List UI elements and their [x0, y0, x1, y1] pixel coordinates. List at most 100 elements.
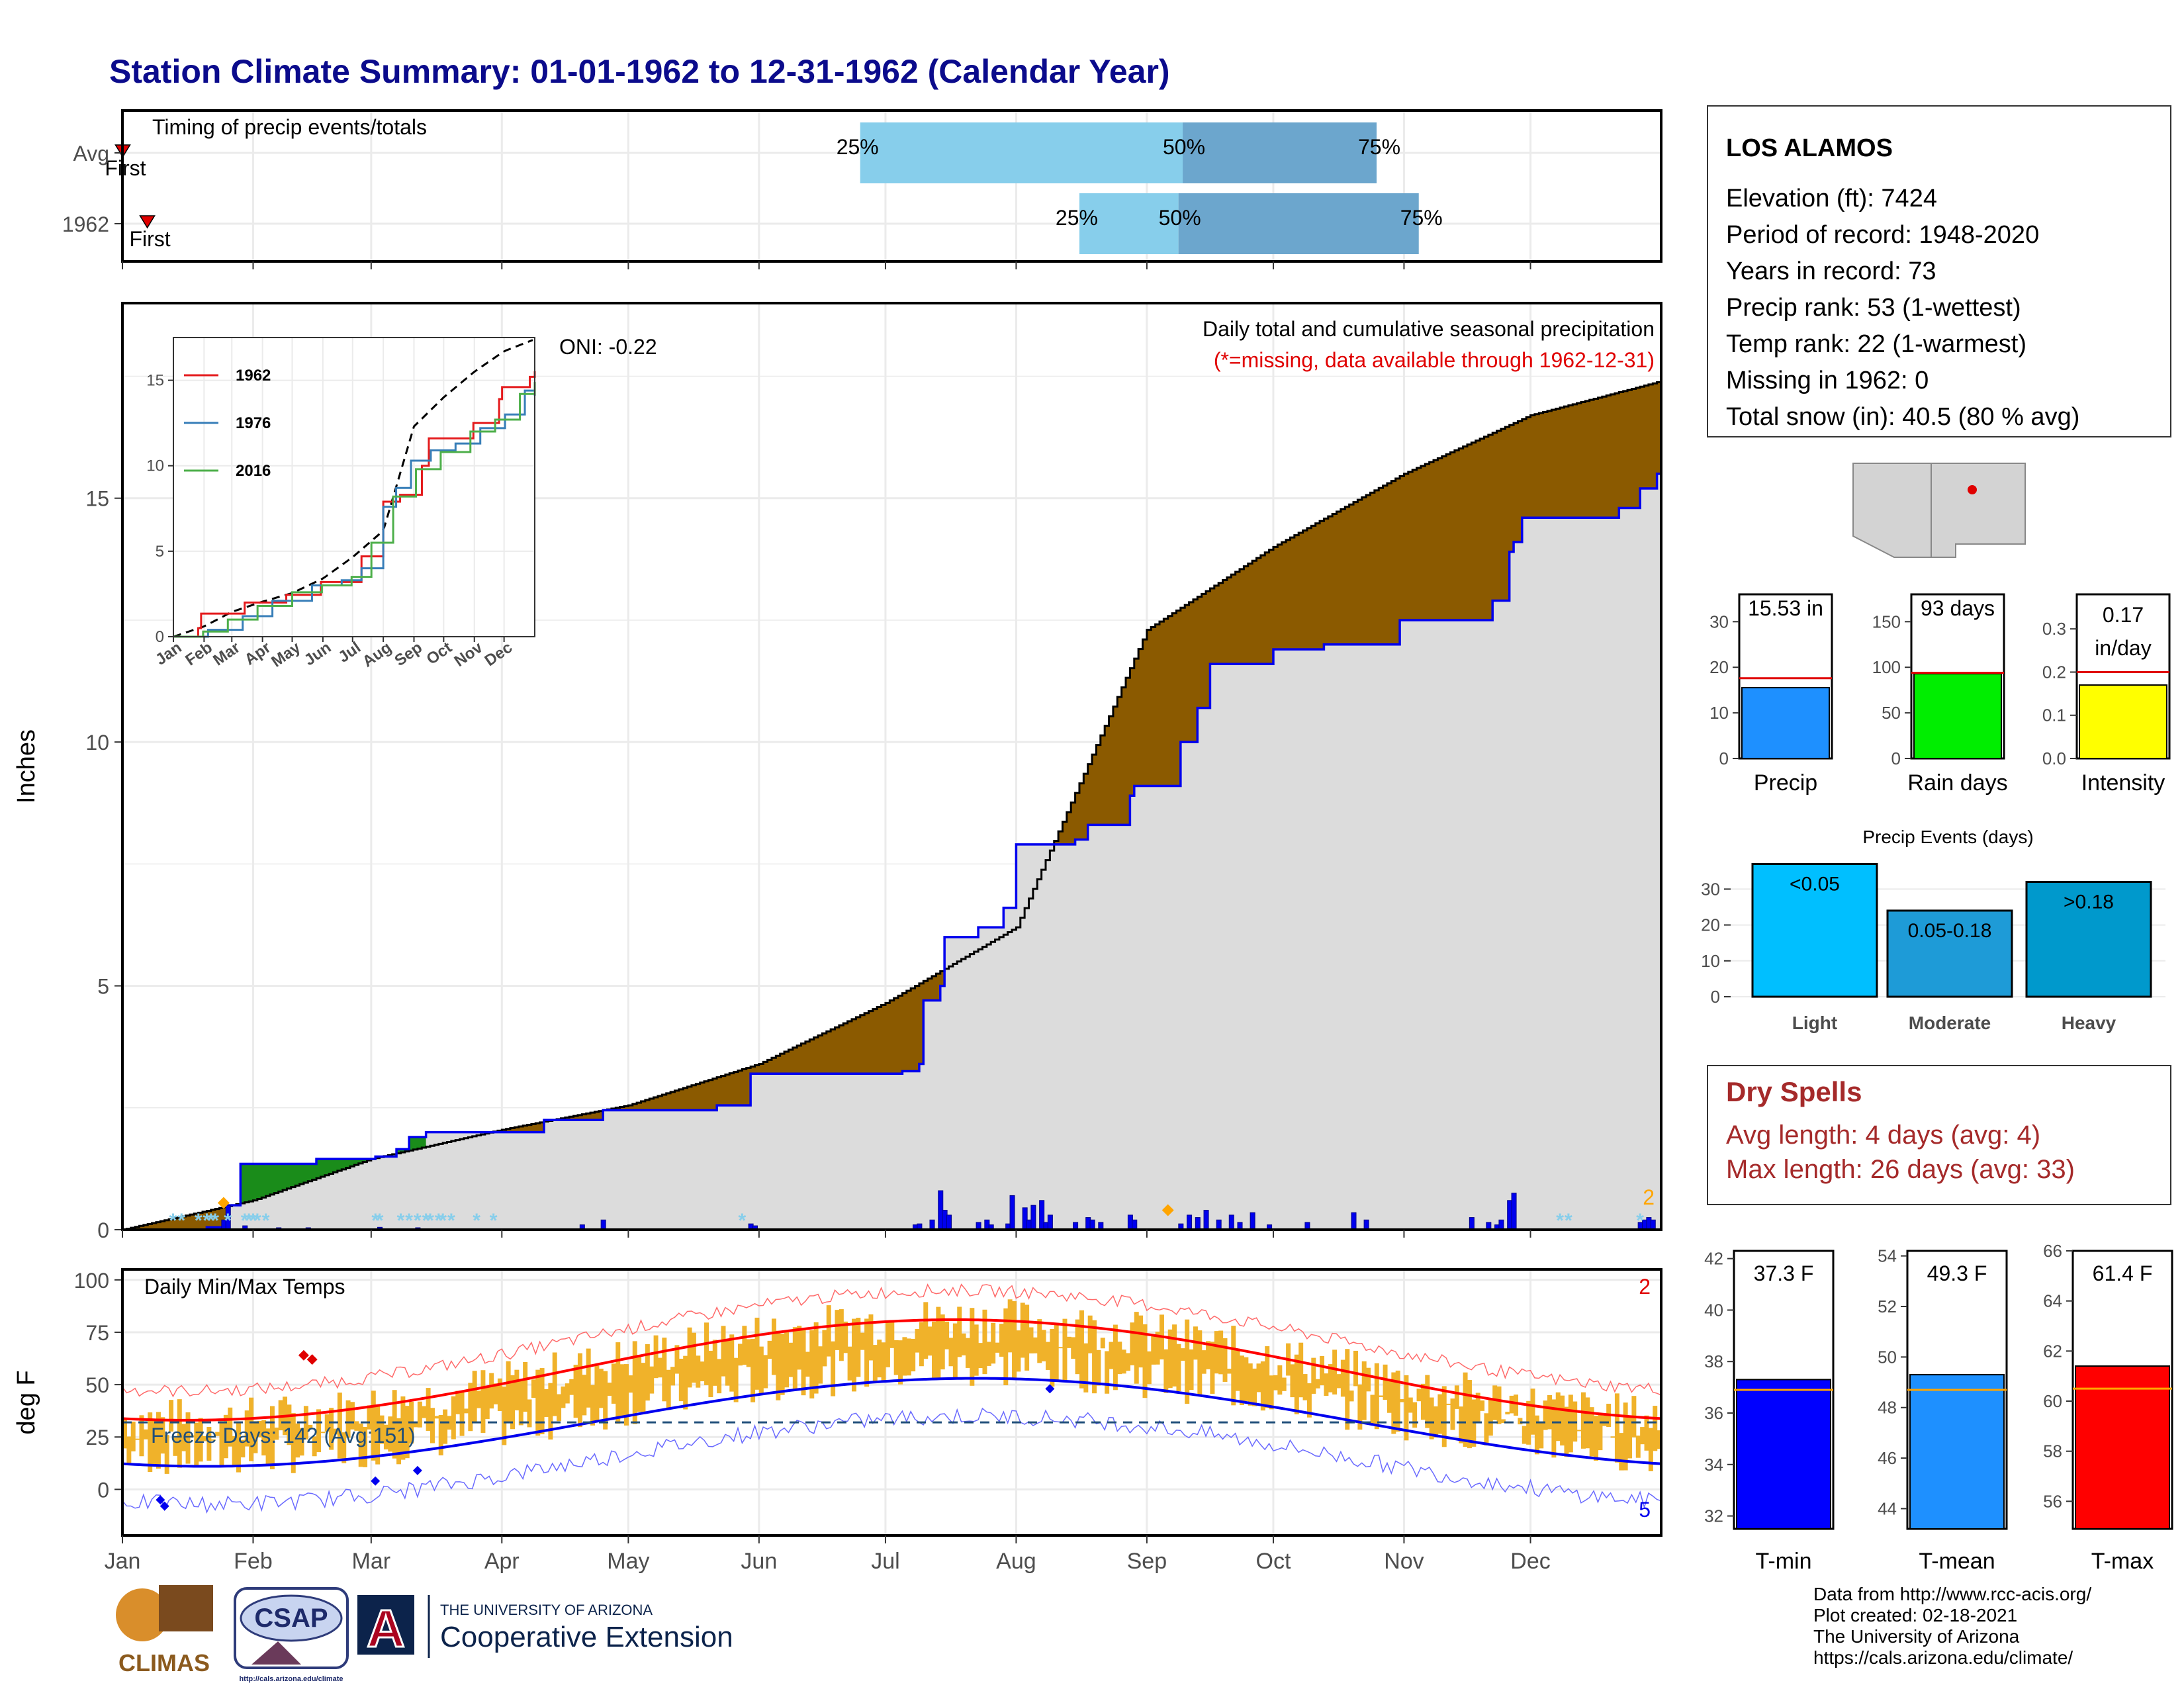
ua-logo-line2: Cooperative Extension	[440, 1621, 733, 1653]
credit-line: https://cals.arizona.edu/climate/	[1813, 1647, 2073, 1668]
daily-temp-bar	[1361, 1361, 1367, 1420]
daily-temp-bar	[813, 1322, 819, 1394]
csap-logo-text: CSAP	[254, 1604, 328, 1633]
daily-temp-bar	[835, 1310, 840, 1350]
snow-marker: *	[422, 1210, 430, 1232]
daily-temp-bar	[721, 1326, 726, 1377]
daily-precip-bar	[946, 1214, 952, 1230]
daily-temp-bar	[1379, 1395, 1384, 1397]
dry-spells-box	[1707, 1065, 2171, 1205]
mini-bar-tick-label: 150	[1872, 612, 1901, 631]
daily-temp-bar	[569, 1379, 574, 1395]
daily-temp-bar	[1087, 1315, 1093, 1353]
timing-p50-label: 50%	[1163, 135, 1205, 159]
daily-temp-bar	[792, 1327, 797, 1391]
daily-temp-bar	[228, 1407, 233, 1447]
temp-bar-tick-label: 60	[2043, 1391, 2062, 1411]
record-low-marker	[159, 1501, 169, 1511]
daily-temp-bar	[738, 1344, 743, 1366]
snow-marker: *	[245, 1210, 253, 1232]
mini-bar-name: Precip	[1754, 770, 1817, 796]
daily-temp-bar	[1408, 1397, 1413, 1413]
daily-temp-bar	[565, 1383, 570, 1404]
daily-temp-bar	[915, 1329, 920, 1353]
daily-temp-bar	[130, 1421, 136, 1451]
daily-temp-bar	[1340, 1359, 1345, 1397]
temp-bar-value-label: 49.3 F	[1927, 1261, 1987, 1285]
snow-marker: *	[1556, 1210, 1564, 1232]
record-high-marker	[306, 1354, 318, 1365]
daily-temp-bar	[1543, 1400, 1548, 1430]
daily-temp-bar	[932, 1321, 936, 1379]
timing-bar-25-50	[1079, 193, 1179, 254]
mini-bar-tick-label: 0.2	[2042, 662, 2066, 682]
first-label: First	[105, 156, 146, 180]
daily-temp-bar	[1096, 1349, 1101, 1386]
temp-bar-tick-label: 34	[1704, 1455, 1723, 1475]
mini-bar-name: Rain days	[1907, 770, 2007, 796]
record-min-line	[122, 1407, 1662, 1514]
oni-annotation: ONI: -0.22	[559, 335, 657, 359]
snow-marker: *	[169, 1210, 177, 1232]
timing-p25-label: 25%	[837, 135, 879, 159]
daily-precip-bar	[1363, 1219, 1369, 1230]
daily-temp-bar	[1555, 1392, 1561, 1441]
daily-temp-bar	[1328, 1364, 1333, 1393]
daily-temp-bar	[1248, 1363, 1253, 1406]
daily-temp-bar	[1568, 1394, 1573, 1453]
precip-event-bar	[2025, 881, 2152, 998]
daily-temp-bar	[957, 1306, 962, 1357]
daily-temp-bar	[1492, 1385, 1498, 1420]
temp-bar-tick-label: 40	[1704, 1300, 1723, 1320]
mini-bar-unit-label: in/day	[2095, 636, 2151, 660]
avg-min-line	[122, 1377, 1662, 1468]
daily-temp-bar	[400, 1396, 406, 1460]
mini-bar-value-label: 15.53 in	[1748, 596, 1823, 620]
month-tick-label: Oct	[1256, 1549, 1291, 1574]
daily-temp-bar	[1252, 1368, 1257, 1406]
daily-temp-bar	[801, 1330, 806, 1396]
daily-temp-bar	[493, 1383, 498, 1404]
daily-temp-bar	[1653, 1406, 1658, 1451]
precip-event-bar-label: 0.05-0.18	[1908, 920, 1992, 942]
daily-temp-bar	[839, 1309, 844, 1361]
daily-temp-bar	[1324, 1373, 1329, 1396]
daily-temp-bar	[122, 1419, 127, 1449]
daily-temp-bar	[1007, 1299, 1013, 1353]
precip-event-bar	[1751, 862, 1878, 998]
daily-precip-bar	[1047, 1214, 1053, 1230]
daily-temp-bar	[329, 1408, 334, 1450]
daily-temp-bar	[126, 1436, 132, 1463]
daily-temp-bar	[1050, 1328, 1055, 1387]
month-tick-label: May	[607, 1549, 649, 1574]
daily-temp-bar	[624, 1364, 629, 1426]
temp-y-tick-label: 0	[97, 1478, 109, 1502]
daily-temp-bar	[143, 1429, 148, 1440]
daily-temp-bar	[379, 1415, 385, 1444]
daily-temp-bar	[746, 1339, 751, 1367]
daily-temp-bar	[518, 1380, 523, 1426]
precip-y-axis-label: Inches	[13, 729, 40, 803]
daily-precip-bar	[1195, 1217, 1201, 1230]
daily-temp-bar	[363, 1427, 368, 1467]
precip-y-tick-label: 10	[85, 731, 109, 754]
daily-temp-bar	[548, 1383, 553, 1440]
station-info-line: Years in record: 73	[1726, 257, 1936, 285]
ua-logo-block	[357, 1595, 414, 1655]
daily-temp-bar	[645, 1344, 650, 1401]
precip-caption: Daily total and cumulative seasonal prec…	[1203, 317, 1655, 341]
daily-temp-bar	[422, 1406, 427, 1418]
daily-temp-bar	[674, 1345, 680, 1374]
daily-temp-bar	[797, 1326, 802, 1370]
daily-temp-bar	[974, 1324, 979, 1376]
temp-bar-tick-label: 32	[1704, 1506, 1723, 1526]
daily-temp-bar	[902, 1337, 907, 1376]
daily-temp-bar	[818, 1346, 823, 1384]
snow-marker: *	[207, 1210, 215, 1232]
daily-temp-bar	[594, 1365, 600, 1421]
inset-y-tick-label: 5	[156, 543, 164, 561]
mini-bar-tick-label: 50	[1882, 703, 1901, 723]
mini-bar-tick-label: 100	[1872, 657, 1901, 677]
temp-bar-tick-label: 50	[1878, 1347, 1897, 1367]
